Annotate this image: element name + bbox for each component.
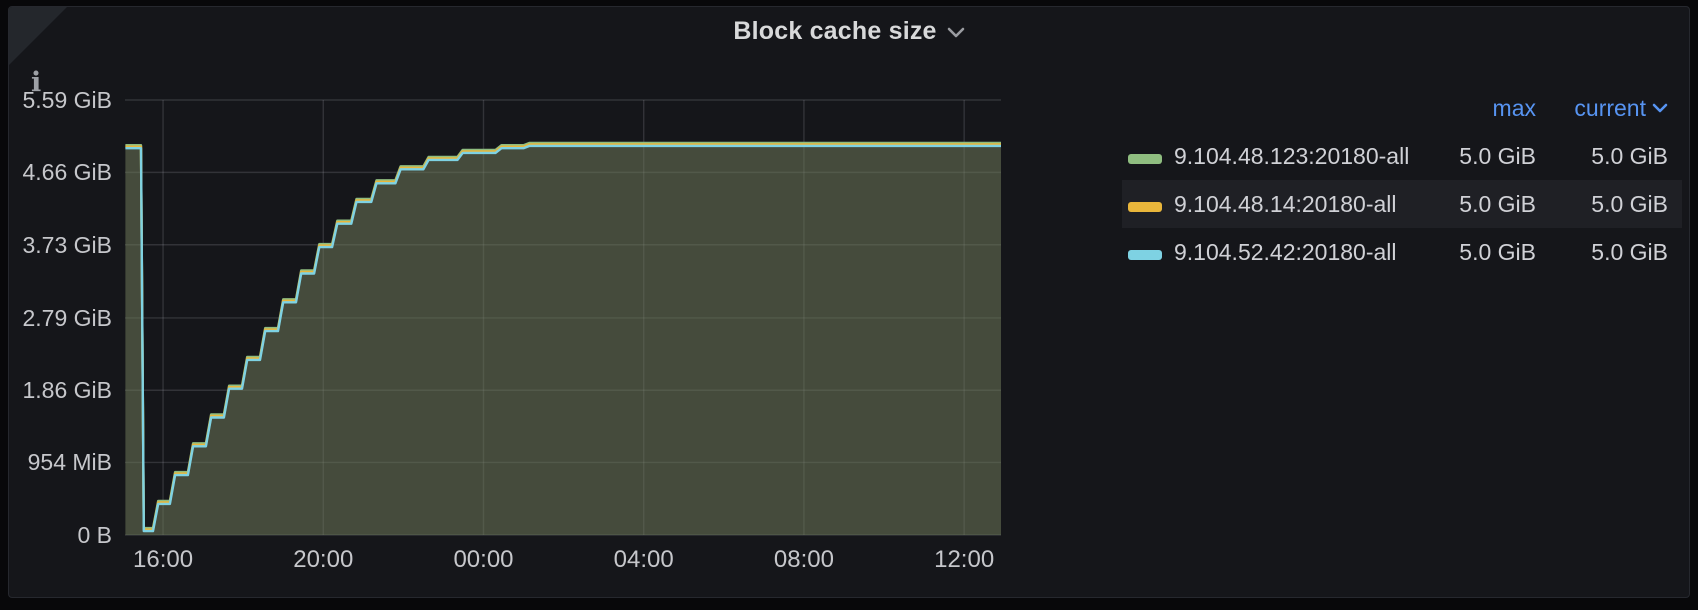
legend-row: 9.104.48.123:20180-all 5.0 GiB 5.0 GiB bbox=[1122, 132, 1682, 180]
legend-sort-current[interactable]: current bbox=[1536, 95, 1668, 122]
series-max-value: 5.0 GiB bbox=[1459, 238, 1536, 265]
y-axis-tick-label: 5.59 GiB bbox=[22, 87, 113, 113]
series-current-value: 5.0 GiB bbox=[1591, 238, 1668, 265]
panel-title: Block cache size bbox=[733, 16, 937, 45]
series-current-value: 5.0 GiB bbox=[1591, 190, 1668, 217]
x-axis-tick-label: 00:00 bbox=[453, 546, 514, 573]
series-line bbox=[125, 144, 1001, 533]
legend-row: 9.104.52.42:20180-all 5.0 GiB 5.0 GiB bbox=[1122, 228, 1682, 276]
legend-table: max current 9.104.48.123:20180-all 5.0 Gi… bbox=[1122, 88, 1682, 276]
series-name[interactable]: 9.104.48.14:20180-all bbox=[1174, 190, 1397, 217]
series-name[interactable]: 9.104.48.123:20180-all bbox=[1174, 142, 1410, 169]
info-icon: i bbox=[31, 67, 42, 98]
series-color-swatch[interactable] bbox=[1128, 249, 1162, 260]
x-axis-tick-label: 20:00 bbox=[293, 546, 354, 573]
sort-chevron-down-icon bbox=[1652, 103, 1668, 112]
series-max-value: 5.0 GiB bbox=[1459, 190, 1536, 217]
x-axis-tick-label: 04:00 bbox=[613, 546, 674, 573]
legend-sort-max[interactable]: max bbox=[1492, 94, 1536, 121]
series-color-swatch[interactable] bbox=[1128, 153, 1162, 164]
x-axis-tick-label: 16:00 bbox=[133, 546, 194, 573]
panel-header[interactable]: Block cache size bbox=[0, 14, 1698, 48]
series-area-fill bbox=[125, 142, 1001, 535]
x-axis-tick-label: 12:00 bbox=[934, 546, 995, 573]
series-color-swatch[interactable] bbox=[1128, 201, 1162, 212]
chevron-down-icon bbox=[947, 27, 964, 38]
series-current-value: 5.0 GiB bbox=[1591, 142, 1668, 169]
series-name[interactable]: 9.104.52.42:20180-all bbox=[1174, 238, 1397, 265]
y-axis-tick-label: 3.73 GiB bbox=[22, 231, 113, 258]
legend-header-row: max current bbox=[1122, 88, 1682, 128]
x-axis-tick-label: 08:00 bbox=[773, 546, 834, 573]
legend-row: 9.104.48.14:20180-all 5.0 GiB 5.0 GiB bbox=[1122, 180, 1682, 228]
y-axis-tick-label: 4.66 GiB bbox=[22, 159, 113, 186]
y-axis-tick-label: 954 MiB bbox=[27, 449, 112, 476]
y-axis-tick-label: 0 B bbox=[77, 522, 112, 548]
series-max-value: 5.0 GiB bbox=[1459, 142, 1536, 169]
legend-sort-current-label: current bbox=[1574, 94, 1646, 121]
panel-info-corner[interactable]: i bbox=[9, 7, 67, 96]
y-axis-tick-label: 1.86 GiB bbox=[22, 377, 113, 404]
y-axis-tick-label: 2.79 GiB bbox=[22, 304, 113, 331]
